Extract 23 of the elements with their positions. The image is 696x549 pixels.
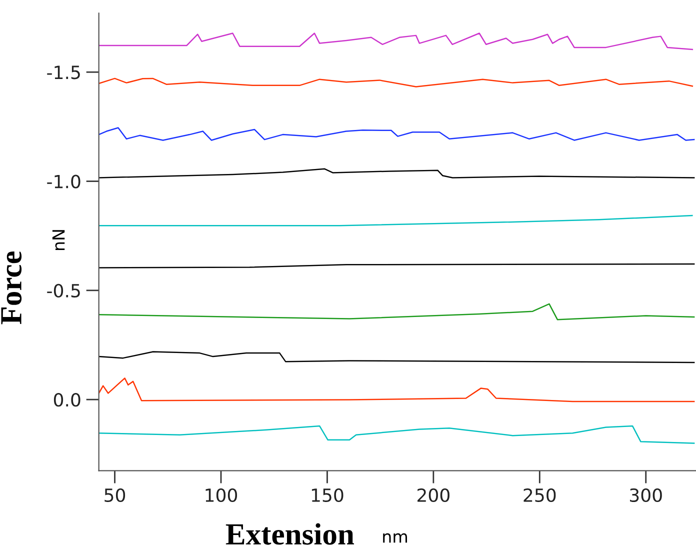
x-tick-label: 150: [312, 488, 344, 502]
x-tick-label: 200: [418, 488, 450, 502]
y-tick-label: -1.5: [47, 66, 80, 80]
line-series: [98, 378, 695, 402]
y-tick-label: -0.5: [47, 284, 80, 298]
x-tick-label: 50: [104, 488, 126, 502]
line-series: [98, 168, 695, 178]
x-tick-label: 100: [206, 488, 238, 502]
line-series: [98, 303, 695, 320]
line-series: [98, 127, 695, 141]
line-series: [98, 351, 695, 364]
line-series: [98, 32, 694, 50]
text: nm: [383, 533, 407, 543]
line-series: [98, 78, 694, 88]
y-axis-title: Force: [1, 251, 22, 324]
y-tick-label: -1.0: [47, 174, 80, 188]
line-series: [98, 214, 693, 226]
y-tick-label: 0.0: [54, 393, 80, 407]
text: nN: [52, 230, 65, 250]
x-tick-label: 300: [630, 488, 662, 502]
line-series: [98, 425, 695, 444]
x-tick-label: 250: [524, 488, 556, 502]
x-axis-title: Extension: [226, 523, 354, 545]
